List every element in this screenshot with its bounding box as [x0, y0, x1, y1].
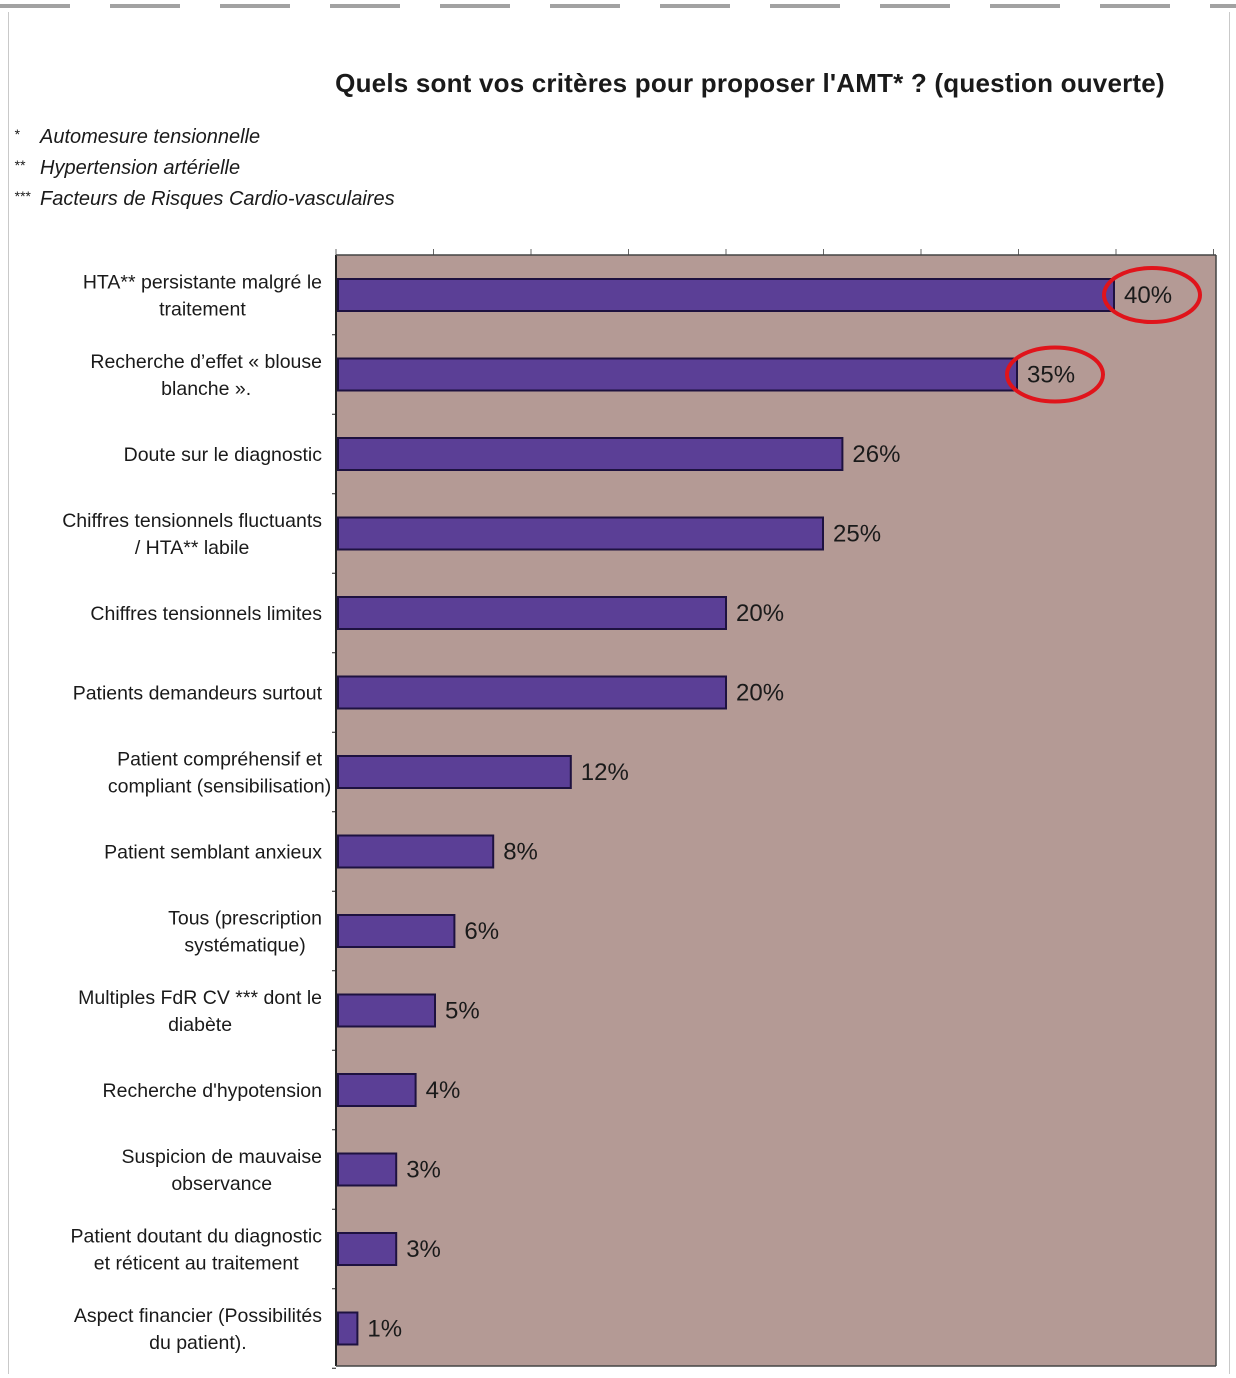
category-label-line: blanche ».	[161, 378, 251, 400]
category-label-line: systématique)	[184, 935, 305, 957]
plot-area	[336, 255, 1216, 1366]
highlight-circle	[1005, 345, 1105, 404]
page-border	[8, 12, 1230, 1374]
bar	[337, 357, 1018, 392]
category-label-line: HTA** persistante malgré le	[83, 272, 322, 294]
data-label: 26%	[852, 441, 900, 468]
footnote-hta: ** Hypertension artérielle	[14, 151, 395, 182]
bar	[337, 596, 727, 630]
footnote-text: Facteurs de Risques Cardio-vasculaires	[40, 188, 395, 210]
category-label-line: / HTA** labile	[135, 537, 250, 559]
highlight-circle	[1102, 266, 1202, 324]
category-label-line: observance	[171, 1173, 272, 1195]
category-label-line: Suspicion de mauvaise	[121, 1146, 322, 1168]
category-label: Suspicion de mauvaise observance	[121, 1146, 322, 1195]
category-label-line: compliant (sensibilisation)	[108, 776, 331, 798]
category-label-line: traitement	[159, 299, 246, 321]
data-label: 20%	[736, 680, 784, 707]
data-label: 8%	[503, 839, 538, 866]
bar	[337, 1073, 417, 1107]
category-label-line: Chiffres tensionnels fluctuants	[62, 510, 322, 532]
data-label: 25%	[833, 521, 881, 548]
category-label-line: Recherche d'hypotension	[103, 1080, 322, 1102]
category-label: Doute sur le diagnostic	[124, 444, 323, 466]
bar	[337, 993, 436, 1028]
category-label-line: Aspect financier (Possibilités	[74, 1305, 322, 1327]
category-label: Patient compréhensif et compliant (sensib…	[108, 749, 331, 798]
bar	[337, 914, 456, 948]
footnote-mark: ***	[14, 188, 31, 204]
bar	[337, 1232, 398, 1266]
chart-title: Quels sont vos critères pour proposer l'…	[335, 68, 1165, 98]
category-label-line: Patient semblant anxieux	[104, 842, 322, 864]
category-label-line: Multiples FdR CV *** dont le	[78, 987, 322, 1009]
bar	[337, 278, 1115, 312]
bar	[337, 516, 824, 551]
footnote-amt: * Automesure tensionnelle	[14, 120, 395, 151]
category-label: Patients demandeurs surtout	[73, 683, 323, 705]
data-label: 3%	[406, 1236, 441, 1263]
bar	[337, 437, 844, 471]
footnotes: * Automesure tensionnelle ** Hypertension …	[14, 120, 395, 213]
category-label-line: Patient doutant du diagnostic	[70, 1226, 322, 1248]
bar	[337, 755, 572, 789]
bar	[337, 1311, 359, 1346]
data-label: 35%	[1027, 362, 1075, 389]
data-label: 6%	[464, 918, 499, 945]
data-label: 4%	[426, 1077, 461, 1104]
category-label-line: Tous (prescription	[168, 908, 322, 930]
category-label-line: Chiffres tensionnels limites	[90, 603, 322, 625]
category-label: Multiples FdR CV *** dont le diabète	[78, 987, 322, 1036]
category-label-line: Patients demandeurs surtout	[73, 683, 323, 705]
bar	[337, 675, 727, 710]
category-label-line: Doute sur le diagnostic	[124, 444, 323, 466]
footnote-mark: *	[14, 126, 20, 142]
category-label: Chiffres tensionnels fluctuants / HTA** l…	[62, 510, 322, 559]
top-border-dashes	[0, 4, 1236, 8]
footnote-mark: **	[14, 157, 25, 173]
category-label-line: du patient).	[149, 1332, 247, 1354]
data-label: 3%	[406, 1157, 441, 1184]
bar	[337, 834, 495, 869]
category-label-line: Recherche d’effet « blouse	[90, 351, 322, 373]
data-label: 40%	[1124, 282, 1172, 309]
data-label: 5%	[445, 998, 480, 1025]
category-label: HTA** persistante malgré le traitement	[83, 272, 322, 321]
category-label: Patient doutant du diagnostic et réticent…	[70, 1226, 322, 1275]
footnote-text: Hypertension artérielle	[40, 157, 241, 179]
category-label-line: et réticent au traitement	[94, 1253, 299, 1275]
category-label: Chiffres tensionnels limites	[90, 603, 322, 625]
category-label-line: Patient compréhensif et	[117, 749, 322, 771]
data-label: 20%	[736, 600, 784, 627]
category-label: Patient semblant anxieux	[104, 842, 322, 864]
footnote-frcv: *** Facteurs de Risques Cardio-vasculaire…	[14, 182, 395, 213]
bar	[337, 1152, 398, 1187]
category-label: Tous (prescription systématique)	[168, 908, 322, 957]
category-label: Recherche d’effet « blouse blanche ».	[90, 351, 322, 400]
data-label: 12%	[581, 759, 629, 786]
data-label: 1%	[367, 1316, 402, 1343]
category-label-line: diabète	[168, 1014, 232, 1036]
category-label: Aspect financier (Possibilités du patient…	[74, 1305, 322, 1354]
category-label: Recherche d'hypotension	[103, 1080, 322, 1102]
footnote-text: Automesure tensionnelle	[40, 126, 261, 148]
